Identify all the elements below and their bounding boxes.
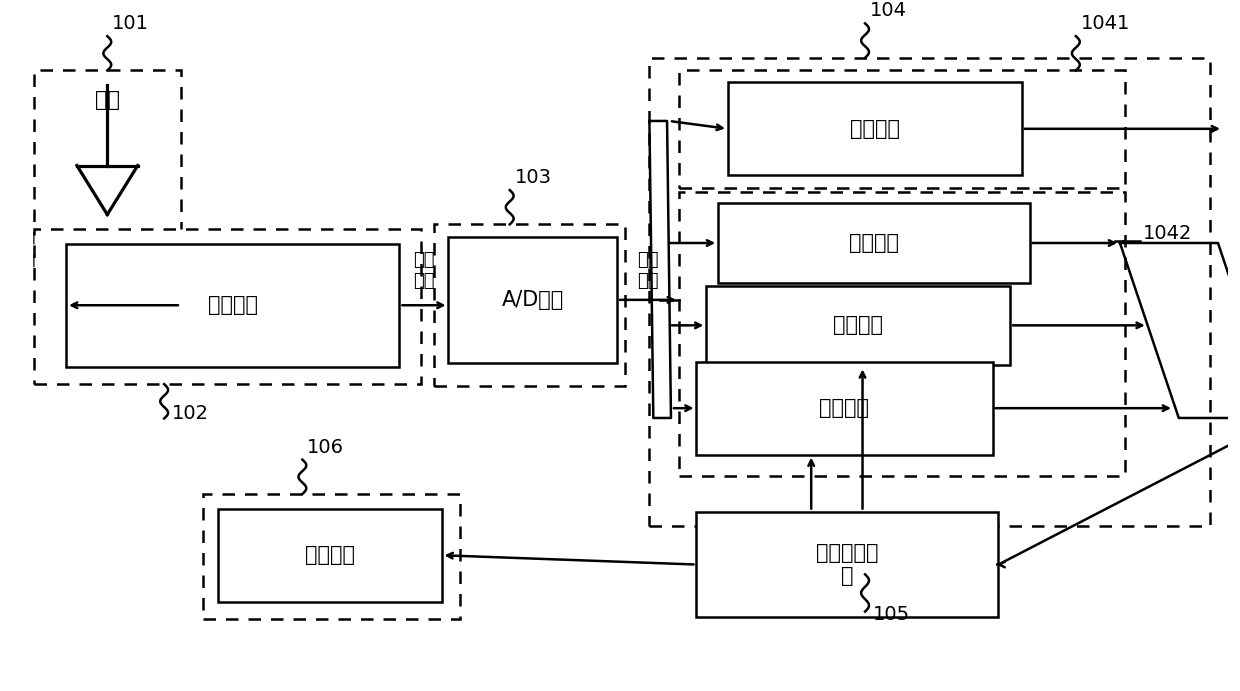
- Text: 信号捕获: 信号捕获: [849, 119, 900, 139]
- Text: 1041: 1041: [1081, 15, 1130, 33]
- Bar: [697, 511, 998, 618]
- Bar: [434, 225, 625, 386]
- Text: 跟踪通道: 跟踪通道: [849, 233, 899, 253]
- Bar: [203, 494, 460, 619]
- Bar: [650, 58, 1210, 527]
- Text: 106: 106: [308, 437, 345, 457]
- Text: 数据解调: 数据解调: [305, 545, 355, 565]
- Bar: [728, 82, 1022, 176]
- Text: 跟踪通道: 跟踪通道: [833, 315, 883, 335]
- Bar: [678, 70, 1125, 188]
- Bar: [678, 192, 1125, 476]
- Text: 数字
中频: 数字 中频: [637, 251, 658, 290]
- Text: 105: 105: [873, 605, 910, 624]
- Bar: [718, 203, 1029, 283]
- Text: A/D变换: A/D变换: [502, 290, 564, 310]
- Text: 103: 103: [515, 168, 552, 187]
- Text: 捕获跟踪控
制: 捕获跟踪控 制: [816, 543, 879, 586]
- Text: 天线: 天线: [94, 90, 120, 110]
- Text: 模拟
中频: 模拟 中频: [413, 251, 435, 290]
- Text: 跟踪通道: 跟踪通道: [820, 398, 869, 418]
- Bar: [707, 286, 1011, 365]
- Text: 1042: 1042: [1142, 224, 1192, 243]
- Bar: [33, 70, 181, 267]
- Text: 102: 102: [172, 404, 210, 423]
- Bar: [66, 244, 399, 366]
- Text: 104: 104: [870, 1, 906, 21]
- Text: 101: 101: [112, 15, 149, 33]
- Bar: [33, 229, 422, 384]
- Bar: [218, 509, 441, 602]
- Bar: [697, 361, 992, 455]
- Text: 射频前端: 射频前端: [208, 295, 258, 315]
- Bar: [449, 237, 618, 363]
